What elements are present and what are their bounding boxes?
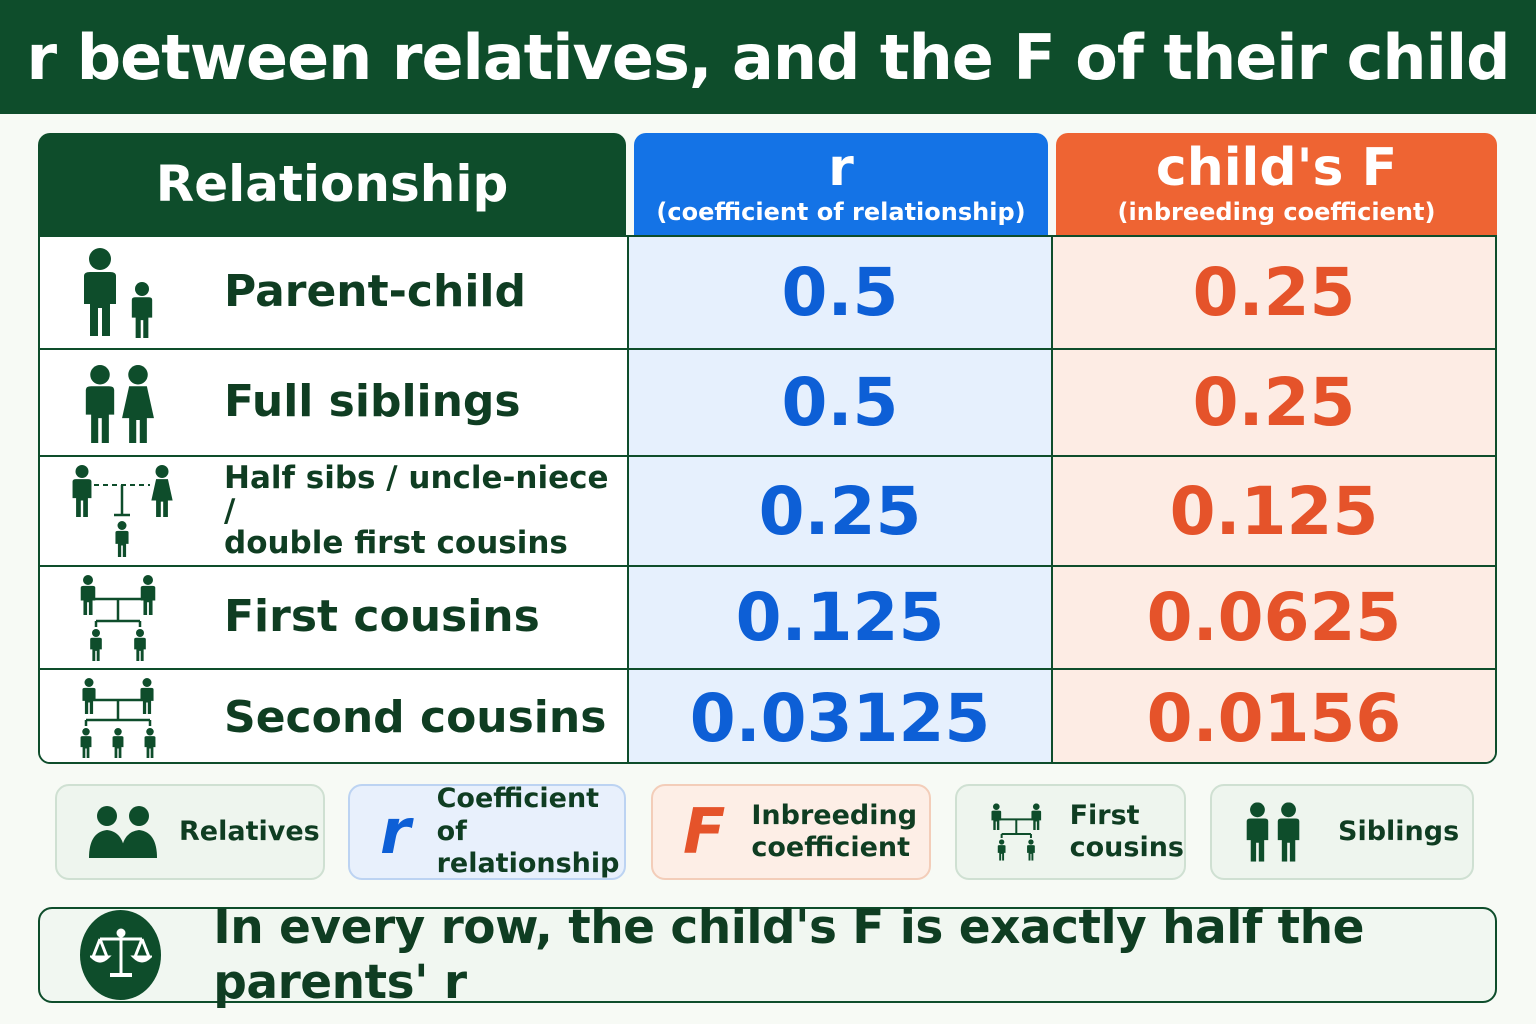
relationship-label: First cousins [224,591,540,643]
r-value: 0.125 [629,567,1053,668]
header-r: r (coefficient of relationship) [634,133,1048,235]
relationship-cell: Second cousins [40,670,629,762]
r-value: 0.03125 [629,670,1053,762]
half-sibs-pedigree-icon [72,465,173,557]
legend-f-text: Inbreeding coefficient [751,800,917,865]
header-r-label: r [828,137,854,198]
legend-r-symbol: r [380,794,411,868]
legend-r-text: Coefficient of relationship [437,783,624,880]
second-cousins-pedigree-icon [80,678,156,758]
legend-siblings-label: Siblings [1338,815,1460,847]
relationship-label-line1: Half sibs / uncle-niece / [224,460,609,529]
header-relationship-label: Relationship [155,155,509,213]
header-f-sub: (inbreeding coefficient) [1117,197,1436,226]
legend-relatives: Relatives [55,784,325,880]
legend-siblings: Siblings [1210,784,1474,880]
relationship-cell: Parent-child [40,237,629,348]
relationship-cell: Full siblings [40,350,629,455]
f-value: 0.125 [1053,457,1495,565]
f-value: 0.25 [1053,237,1495,348]
header-r-sub: (coefficient of relationship) [656,197,1026,226]
r-value: 0.5 [629,350,1053,455]
legend-f-line1: Inbreeding [751,799,918,831]
full-siblings-icon [85,364,154,443]
title-bar: r between relatives, and the F of their … [0,0,1536,114]
first-cousins-pedigree-icon [991,803,1042,861]
relationship-label: Second cousins [224,691,607,743]
relationship-label: Half sibs / uncle-niece / double first c… [224,462,627,560]
summary-note: In every row, the child's F is exactly h… [38,900,1497,1010]
first-cousins-pedigree-icon [80,574,156,661]
legend-r-line2: relationship [436,848,620,880]
relationship-label: Full siblings [224,376,521,428]
r-value: 0.5 [629,237,1053,348]
header-f-label: child's F [1155,137,1398,198]
table-row: Parent-child 0.5 0.25 [40,237,1495,350]
relatives-icon [89,806,157,858]
scale-badge [80,910,162,1000]
legend-relatives-label: Relatives [179,815,320,847]
header-relationship: Relationship [38,133,626,235]
r-value: 0.25 [629,457,1053,565]
table-row: Full siblings 0.5 0.25 [40,350,1495,457]
legend-f-line2: coefficient [751,832,911,863]
legend-f-symbol: F [683,794,726,868]
relationship-label: Parent-child [224,266,526,318]
table-row: Half sibs / uncle-niece / double first c… [40,457,1495,567]
legend-first-cousins: First cousins [955,784,1186,880]
table-row: First cousins 0.125 0.0625 [40,567,1495,670]
f-value: 0.25 [1053,350,1495,455]
relationship-cell: Half sibs / uncle-niece / double first c… [40,457,629,565]
relationship-cell: First cousins [40,567,629,668]
balance-scale-icon [89,928,152,977]
legend-cousins-line2: cousins [1069,832,1184,863]
table-row: Second cousins 0.03125 0.0156 [40,670,1495,762]
legend-r-line1: Coefficient of [436,783,600,847]
page-title: r between relatives, and the F of their … [26,20,1511,94]
legend-cousins-line1: First [1069,799,1140,831]
relationship-label-line2: double first cousins [224,525,568,562]
legend-f: F Inbreeding coefficient [651,784,931,880]
parent-child-icon [84,247,153,338]
f-value: 0.0625 [1053,567,1495,668]
siblings-icon [1246,802,1300,862]
relationship-table: Parent-child 0.5 0.25 Full siblings 0.5 … [38,235,1497,764]
summary-note-text: In every row, the child's F is exactly h… [213,900,1364,1010]
f-value: 0.0156 [1053,670,1495,762]
legend-r: r Coefficient of relationship [348,783,626,880]
legend-first-cousins-text: First cousins [1070,800,1184,865]
header-f: child's F (inbreeding coefficient) [1056,133,1497,235]
